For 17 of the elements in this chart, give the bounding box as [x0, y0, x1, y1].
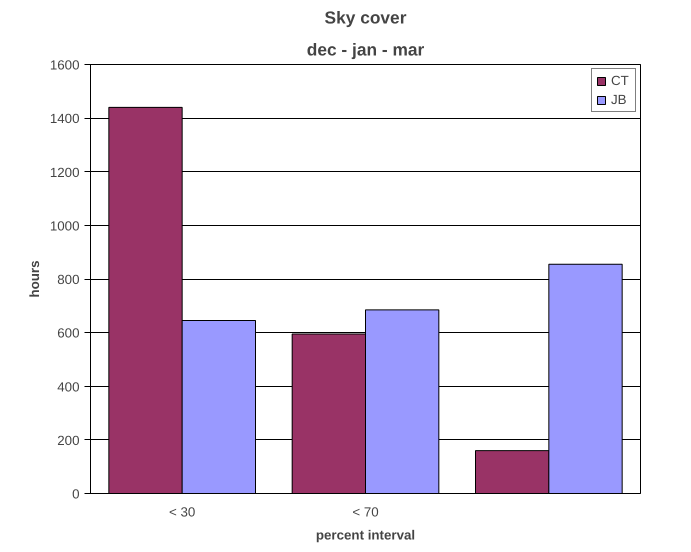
legend-label: JB — [611, 92, 628, 107]
y-tick-label: 0 — [72, 486, 80, 502]
y-tick-label: 600 — [57, 326, 80, 341]
y-tick-label: 1600 — [50, 58, 80, 72]
x-tick-label: < 70 — [352, 504, 379, 520]
y-tick-label: 1200 — [50, 164, 80, 180]
y-axis-title: hours — [26, 260, 42, 298]
chart-subtitle: dec - jan - mar — [306, 40, 424, 60]
y-tick-label: 400 — [57, 379, 80, 394]
y-tick-label: 800 — [57, 272, 80, 287]
y-tick-label: 1000 — [50, 218, 80, 234]
y-tick-label: 200 — [57, 432, 80, 448]
x-axis-title: percent interval — [316, 528, 416, 542]
chart-title: Sky cover — [324, 8, 407, 28]
y-tick-label: 1400 — [50, 111, 80, 126]
x-tick-label: < 30 — [169, 504, 196, 520]
legend-label: CT — [611, 73, 630, 88]
